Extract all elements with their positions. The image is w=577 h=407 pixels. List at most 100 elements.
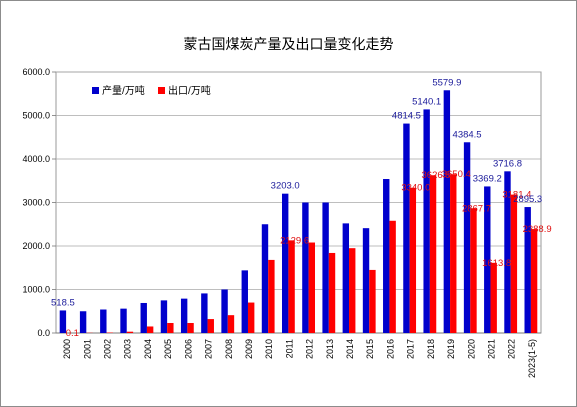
legend-swatch-production [92,87,99,94]
x-tick-label: 2021 [486,339,496,359]
x-tick-label: 2009 [244,339,254,359]
x-tick-label: 2020 [466,339,476,359]
data-label-production: 518.5 [51,297,75,308]
bar-export [470,208,477,333]
bar-export [409,187,417,333]
bar-export [167,322,174,333]
x-tick-label: 2008 [224,339,234,359]
bar-production [342,223,350,333]
bar-production [443,90,451,333]
data-label-production: 3716.8 [493,158,522,169]
x-tick-label: 2011 [284,339,294,358]
data-label-export: 0.1 [66,328,79,339]
x-tick-label: 2001 [82,339,92,359]
data-label-export: 3650.4 [442,169,471,180]
bar-production [383,179,390,333]
bar-production [322,202,329,333]
y-tick-label: 5000.0 [22,111,50,121]
x-tick-label: 2010 [264,339,274,359]
bar-export [146,326,154,333]
bar-production [140,302,147,333]
x-tick-label: 2015 [365,339,375,359]
x-tick-label: 2016 [385,339,395,359]
bar-export [126,331,134,333]
bar-export [328,252,336,333]
x-tick-label: 2022 [507,339,517,359]
data-label-production: 4384.5 [453,129,482,140]
y-tick-label: 1000.0 [22,285,50,295]
data-label-production: 3369.2 [473,173,502,184]
data-label-export: 2388.9 [523,224,552,235]
bar-export [429,175,437,333]
bar-export [530,229,538,333]
bar-production [362,228,370,333]
bar-production [201,293,208,333]
x-tick-label: 2005 [163,339,173,359]
x-tick-label: 2006 [183,339,193,359]
x-tick-label: 2000 [62,339,72,359]
data-label-export: 3340.0 [401,183,430,194]
bar-production [100,309,107,333]
bar-export [187,322,194,333]
legend-label-export: 出口/万吨 [168,84,211,97]
legend-swatch-export [158,87,165,94]
bar-production [504,171,511,333]
x-tick-label: 2017 [406,339,416,359]
x-tick-label: 2023(1-5) [527,339,537,378]
bar-production [423,109,430,334]
bar-export [207,319,214,333]
bar-export [349,248,356,333]
bar-production [79,311,87,333]
data-label-production: 5140.1 [412,96,441,107]
y-tick-label: 6000.0 [22,67,50,77]
y-tick-label: 4000.0 [22,154,50,164]
bar-production [403,123,410,334]
legend-label-production: 产量/万吨 [102,84,145,97]
y-tick-label: 3000.0 [22,198,50,208]
x-tick-label: 2012 [305,339,315,359]
data-label-export: 3181.4 [502,190,531,201]
bar-export [450,174,457,333]
x-tick-label: 2013 [325,339,335,359]
x-tick-label: 2007 [204,339,214,359]
bar-export [247,302,255,333]
bar-production [281,193,289,333]
bar-export [268,259,275,333]
data-label-export: 2129.6 [280,235,309,246]
chart-title: 蒙古国煤炭产量及出口量变化走势 [183,36,394,52]
bar-export [288,240,295,333]
data-label-export: 3626.5 [422,170,451,181]
bar-export [389,220,396,333]
bar-production [524,207,531,333]
bar-production [484,186,491,333]
y-tick-label: 0.0 [37,328,50,338]
y-tick-label: 2000.0 [22,241,50,251]
data-label-production: 4814.5 [392,111,421,122]
x-tick-label: 2018 [426,339,436,359]
data-label-export: 2867.7 [462,203,491,214]
bar-production [261,224,269,333]
bar-production [120,308,127,333]
bar-production [302,202,309,333]
bar-production [180,298,188,333]
bar-production [241,270,248,333]
x-tick-label: 2019 [446,339,456,359]
bar-export [308,242,316,333]
x-tick-label: 2014 [345,339,355,359]
data-label-production: 2895.3 [513,194,542,205]
bar-export [510,194,518,333]
data-label-production: 5579.9 [432,77,461,88]
bar-production [221,289,228,333]
data-label-production: 3203.0 [271,181,300,192]
x-tick-label: 2004 [143,339,153,359]
bar-production [463,142,471,333]
bar-export [490,262,497,333]
x-tick-label: 2002 [103,339,113,359]
bar-export [227,315,235,333]
data-label-export: 1613.8 [482,258,511,269]
bar-production [59,310,67,333]
x-tick-label: 2003 [123,339,133,359]
bar-production [160,300,168,333]
bar-export [369,269,376,333]
